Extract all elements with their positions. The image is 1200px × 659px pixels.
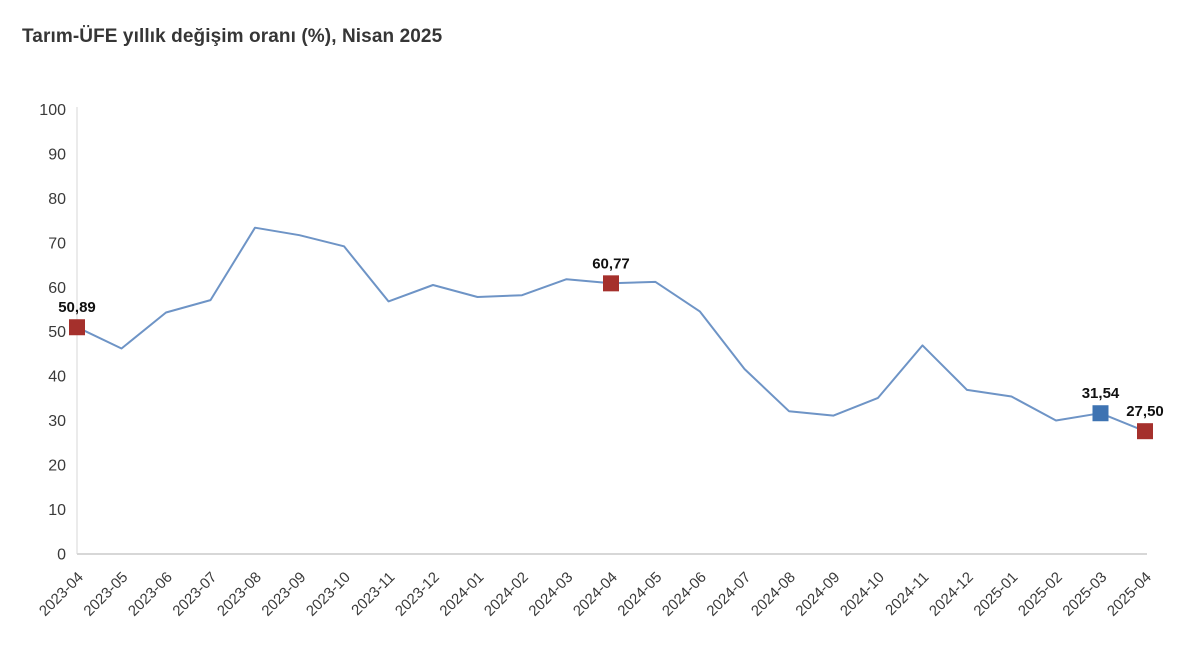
x-tick-label: 2024-06 xyxy=(659,569,710,620)
y-tick-label: 40 xyxy=(48,369,66,386)
x-tick-label: 2025-04 xyxy=(1104,569,1155,620)
x-tick-label: 2023-04 xyxy=(36,569,87,620)
x-tick-label: 2024-05 xyxy=(614,569,665,620)
point-value-label: 31,54 xyxy=(1082,385,1120,402)
x-tick-label: 2024-12 xyxy=(926,569,977,620)
y-tick-label: 80 xyxy=(48,191,66,208)
x-tick-label: 2023-05 xyxy=(80,569,131,620)
x-tick-label: 2024-08 xyxy=(748,569,799,620)
x-tick-label: 2025-03 xyxy=(1059,569,1110,620)
x-tick-label: 2024-07 xyxy=(703,569,754,620)
x-tick-label: 2023-12 xyxy=(392,569,443,620)
y-tick-label: 50 xyxy=(48,324,66,341)
x-tick-label: 2024-11 xyxy=(882,569,932,619)
point-value-label: 50,89 xyxy=(58,299,96,316)
y-tick-label: 0 xyxy=(57,546,66,563)
x-tick-label: 2024-01 xyxy=(436,569,487,620)
x-tick-label: 2024-03 xyxy=(525,569,576,620)
chart-title: Tarım-ÜFE yıllık değişim oranı (%), Nisa… xyxy=(22,26,443,47)
x-tick-label: 2025-02 xyxy=(1015,569,1066,620)
y-tick-label: 90 xyxy=(48,146,66,163)
x-tick-label: 2023-09 xyxy=(258,569,309,620)
y-tick-label: 70 xyxy=(48,235,66,252)
highlight-marker xyxy=(69,319,85,336)
x-tick-label: 2023-06 xyxy=(125,569,176,620)
x-tick-label: 2025-01 xyxy=(970,569,1021,620)
highlight-marker xyxy=(603,275,619,292)
x-tick-label: 2023-08 xyxy=(214,569,265,620)
point-value-label: 60,77 xyxy=(592,255,630,272)
x-tick-label: 2024-04 xyxy=(570,569,621,620)
point-value-label: 27,50 xyxy=(1126,403,1164,420)
y-tick-label: 10 xyxy=(48,502,66,519)
highlight-marker xyxy=(1137,423,1153,440)
y-tick-label: 60 xyxy=(48,280,66,297)
x-tick-label: 2024-10 xyxy=(837,569,888,620)
y-tick-label: 30 xyxy=(48,413,66,430)
x-tick-label: 2023-07 xyxy=(169,569,220,620)
x-tick-label: 2023-11 xyxy=(348,569,398,619)
y-tick-label: 20 xyxy=(48,458,66,475)
x-tick-label: 2024-02 xyxy=(481,569,532,620)
x-tick-label: 2024-09 xyxy=(792,569,843,620)
x-tick-label: 2023-10 xyxy=(303,569,354,620)
highlight-marker xyxy=(1092,405,1109,422)
y-tick-label: 100 xyxy=(39,102,66,119)
